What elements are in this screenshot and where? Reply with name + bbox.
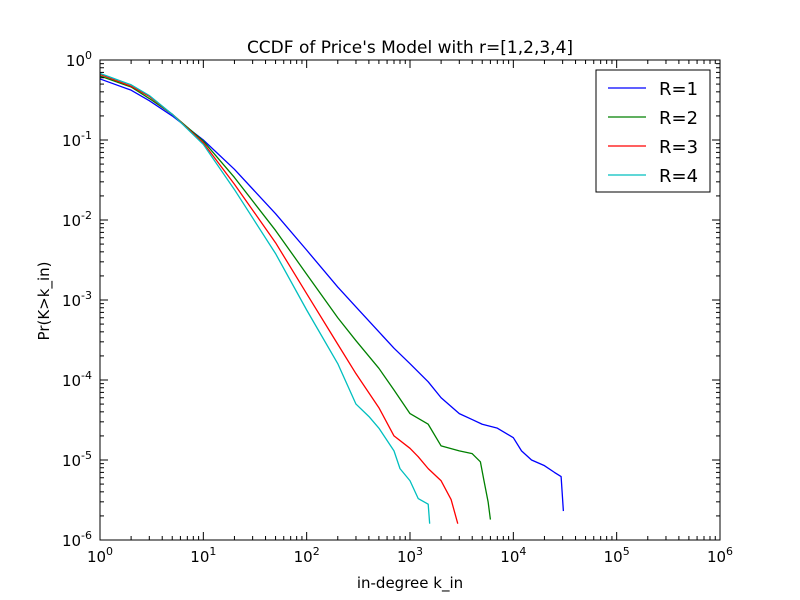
legend-label: R=2 <box>659 108 698 129</box>
legend-label: R=4 <box>659 166 698 187</box>
legend: R=1 R=2 R=3 R=4 <box>595 69 711 193</box>
y-tick-label: 10-2 <box>62 209 92 230</box>
y-tick-label: 10-5 <box>62 449 92 470</box>
legend-label: R=1 <box>659 79 698 100</box>
chart-title: CCDF of Price's Model with r=[1,2,3,4] <box>247 38 573 58</box>
y-tick-label: 100 <box>66 49 92 70</box>
x-tick-label: 103 <box>397 545 423 566</box>
x-tick-label: 104 <box>500 545 526 566</box>
plot-area: 100 101 102 103 104 105 106 100 10-1 10-2 10-3 10-4… <box>62 49 733 566</box>
x-tick-label: 106 <box>707 545 733 566</box>
y-tick-label: 10-3 <box>62 289 92 310</box>
series-line-1 <box>99 78 565 512</box>
series-line-4 <box>99 72 431 524</box>
x-axis-label: in-degree k_in <box>357 574 463 593</box>
x-tick-label: 105 <box>604 545 630 566</box>
legend-label: R=3 <box>659 137 698 158</box>
x-tick-label: 100 <box>87 545 113 566</box>
x-tick-label: 101 <box>190 545 216 566</box>
y-tick-label: 10-4 <box>62 369 92 390</box>
y-tick-label: 10-1 <box>62 129 92 150</box>
y-axis-label: Pr(K>k_in) <box>35 262 54 341</box>
y-tick-label: 10-6 <box>62 529 92 550</box>
legend-box <box>595 69 711 193</box>
x-tick-label: 102 <box>294 545 320 566</box>
